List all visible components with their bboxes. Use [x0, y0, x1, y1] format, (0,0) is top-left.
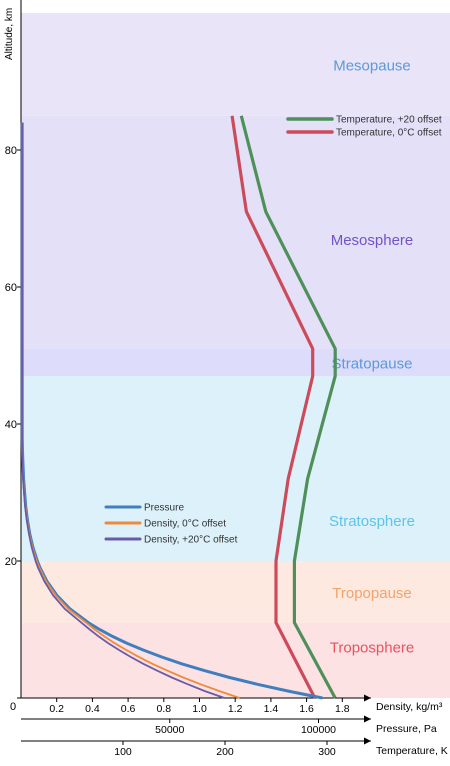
origin-label: 0: [10, 701, 16, 713]
layer-label-mesosphere: Mesosphere: [331, 232, 414, 249]
layer-band-troposphere: [21, 622, 450, 698]
density-tick-label-1: 1.0: [192, 703, 207, 715]
legend-label-density-20-c-offset: Density, +20°C offset: [144, 535, 238, 546]
layer-label-mesopause: Mesopause: [333, 57, 411, 74]
series-line-density-20-c-offset: [21, 122, 225, 699]
legend-label-temperature-20-offset: Temperature, +20 offset: [336, 115, 442, 126]
pressure-tick-label-100000: 100000: [301, 724, 336, 736]
layer-label-troposphere: Troposphere: [330, 640, 415, 657]
density-tick-label-1.6: 1.6: [299, 703, 314, 715]
density-tick-label-1.8: 1.8: [335, 703, 350, 715]
pressure-tick-label-50000: 50000: [155, 724, 184, 736]
density-axis-label: Density, kg/m³: [376, 701, 443, 713]
temperature-tick-label-200: 200: [216, 746, 234, 758]
y-tick-label-60: 60: [5, 282, 17, 294]
legend-label-density-0-c-offset: Density, 0°C offset: [144, 519, 226, 530]
layer-label-stratopause: Stratopause: [332, 355, 413, 372]
layer-band-stratopause: [21, 348, 450, 377]
layer-band-mesopause: [21, 13, 450, 116]
temperature-tick-label-100: 100: [114, 746, 132, 758]
density-tick-label-0.8: 0.8: [156, 703, 171, 715]
layer-label-stratosphere: Stratosphere: [329, 513, 415, 530]
y-tick-label-40: 40: [5, 419, 17, 431]
temperature-tick-label-300: 300: [318, 746, 336, 758]
layer-band-mesosphere: [21, 115, 450, 349]
density-tick-label-0.4: 0.4: [85, 703, 100, 715]
temperature-axis-arrow: [364, 737, 371, 745]
pressure-axis-arrow: [364, 715, 371, 723]
legend-label-pressure: Pressure: [144, 503, 184, 514]
legend-label-temperature-0-c-offset: Temperature, 0°C offset: [336, 128, 442, 139]
layer-band-stratosphere: [21, 376, 450, 561]
layer-label-tropopause: Tropopause: [332, 585, 412, 602]
density-tick-label-1.2: 1.2: [228, 703, 243, 715]
y-tick-label-20: 20: [5, 556, 17, 568]
density-tick-label-0.6: 0.6: [121, 703, 136, 715]
pressure-axis-label: Pressure, Pa: [376, 723, 437, 735]
y-tick-label-80: 80: [5, 145, 17, 157]
series-line-temperature-20-offset: [239, 115, 337, 699]
density-tick-label-1.4: 1.4: [264, 703, 279, 715]
series-line-temperature-0-c-offset: [230, 115, 317, 699]
density-tick-label-0.2: 0.2: [49, 703, 64, 715]
y-axis-label: Altitude, km: [4, 8, 15, 60]
temperature-axis-label: Temperature, K: [376, 745, 448, 757]
layer-band-tropopause: [21, 561, 450, 623]
density-axis-arrow: [364, 694, 371, 702]
